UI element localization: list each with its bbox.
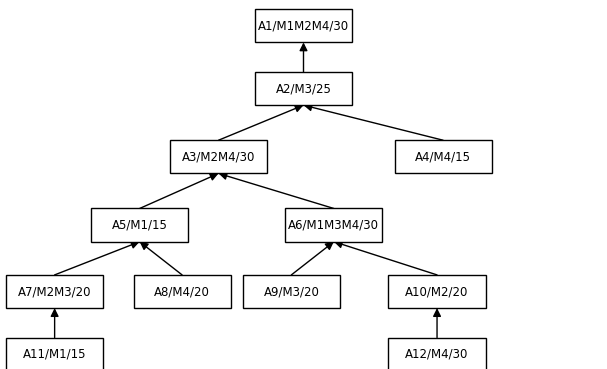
Text: A7/M2M3/20: A7/M2M3/20 bbox=[18, 285, 92, 298]
FancyBboxPatch shape bbox=[170, 140, 267, 173]
Text: A1/M1M2M4/30: A1/M1M2M4/30 bbox=[258, 19, 349, 32]
Text: A12/M4/30: A12/M4/30 bbox=[405, 348, 469, 361]
FancyBboxPatch shape bbox=[243, 275, 340, 308]
FancyBboxPatch shape bbox=[134, 275, 231, 308]
Text: A11/M1/15: A11/M1/15 bbox=[23, 348, 86, 361]
Text: A10/M2/20: A10/M2/20 bbox=[405, 285, 469, 298]
Text: A9/M3/20: A9/M3/20 bbox=[263, 285, 319, 298]
Text: A3/M2M4/30: A3/M2M4/30 bbox=[182, 150, 255, 163]
FancyBboxPatch shape bbox=[6, 338, 103, 369]
FancyBboxPatch shape bbox=[255, 72, 352, 105]
FancyBboxPatch shape bbox=[6, 275, 103, 308]
FancyBboxPatch shape bbox=[388, 275, 486, 308]
FancyBboxPatch shape bbox=[285, 208, 382, 242]
FancyBboxPatch shape bbox=[255, 9, 352, 42]
Text: A8/M4/20: A8/M4/20 bbox=[154, 285, 210, 298]
Text: A5/M1/15: A5/M1/15 bbox=[112, 218, 168, 232]
Text: A6/M1M3M4/30: A6/M1M3M4/30 bbox=[288, 218, 379, 232]
Text: A4/M4/15: A4/M4/15 bbox=[415, 150, 471, 163]
FancyBboxPatch shape bbox=[91, 208, 188, 242]
FancyBboxPatch shape bbox=[395, 140, 492, 173]
FancyBboxPatch shape bbox=[388, 338, 486, 369]
Text: A2/M3/25: A2/M3/25 bbox=[276, 82, 331, 95]
